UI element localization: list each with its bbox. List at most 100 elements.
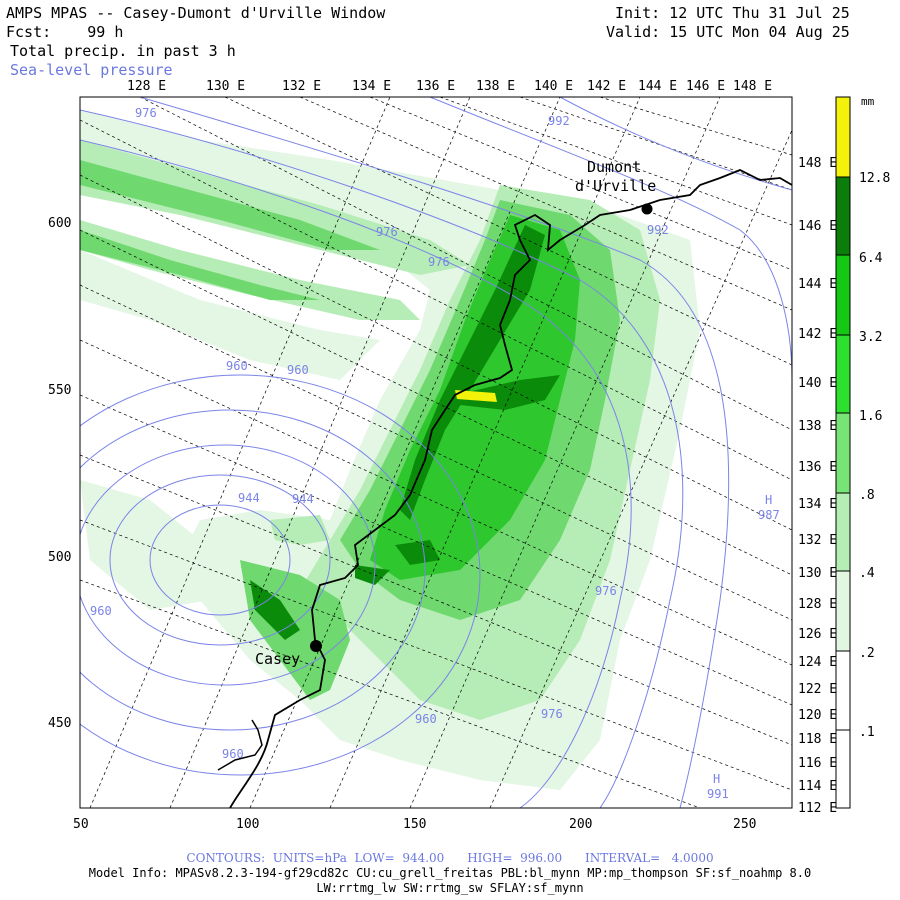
right-lon-label: 124 E [798, 655, 837, 670]
isobar-label: 976 [595, 584, 617, 598]
precip-field [80, 110, 700, 790]
right-lon-label: 138 E [798, 419, 837, 434]
x-tick-label: 50 [73, 817, 89, 832]
x-tick-label: 200 [569, 817, 592, 832]
right-lon-label: 146 E [798, 219, 837, 234]
top-lon-labels: 128 E 130 E 132 E 134 E 136 E 138 E 140 … [127, 79, 772, 94]
colorbar: mm 12.8 6.4 3.2 1.6 .8 .4 .2 .1 [835, 95, 890, 809]
contour-info: CONTOURS: UNITS=hPa LOW= 944.00 HIGH= 99… [186, 851, 714, 865]
isobar-label: 976 [135, 106, 157, 120]
isobar-label: 992 [548, 114, 570, 128]
colorbar-swatch-6-4 [836, 177, 850, 255]
isobar-label: 976 [428, 255, 450, 269]
isobar-label: 944 [292, 492, 314, 506]
right-lon-label: 122 E [798, 682, 837, 697]
isobar-label: 991 [707, 787, 729, 801]
right-lon-label: 120 E [798, 708, 837, 723]
colorbar-swatch-0-4 [836, 493, 850, 571]
colorbar-label: .8 [859, 488, 875, 503]
station-label-casey: Casey [255, 650, 300, 668]
right-lon-labels: 148 E 146 E 144 E 142 E 140 E 138 E 136 … [798, 156, 837, 816]
x-tick-label: 150 [403, 817, 426, 832]
isobar-label: H [765, 493, 772, 507]
x-tick-label: 250 [733, 817, 756, 832]
right-lon-label: 128 E [798, 597, 837, 612]
right-lon-label: 126 E [798, 627, 837, 642]
model-info: Model Info: MPASv8.2.3-194-gf29cd82c CU:… [88, 866, 812, 880]
isobar-label: H [713, 772, 720, 786]
x-axis-ticks: 50 100 150 200 250 [73, 817, 756, 832]
colorbar-label: 3.2 [859, 330, 882, 345]
y-axis-ticks: 600 550 500 450 [48, 216, 71, 731]
top-lon-label: 128 E [127, 79, 166, 94]
map-title: AMPS MPAS -- Casey-Dumont d'Urville Wind… [6, 4, 386, 22]
colorbar-label: .1 [859, 725, 875, 740]
colorbar-unit: mm [861, 95, 875, 108]
right-lon-label: 144 E [798, 277, 837, 292]
right-lon-label: 136 E [798, 460, 837, 475]
isobar-label: 960 [415, 712, 437, 726]
isobar-label: 944 [238, 491, 260, 505]
isobar-label: 976 [376, 225, 398, 239]
right-lon-label: 134 E [798, 497, 837, 512]
top-lon-label: 142 E [587, 79, 626, 94]
map-frame [79, 96, 793, 809]
station-label-dumont-line1: Dumont [587, 158, 641, 176]
y-tick-label: 600 [48, 216, 71, 231]
isobar-label: 960 [226, 359, 248, 373]
isobar-label: 960 [287, 363, 309, 377]
right-lon-label: 142 E [798, 327, 837, 342]
colorbar-swatch-12-8 [836, 97, 850, 177]
isobar-label: 992 [647, 223, 669, 237]
forecast-label: Fcst: 99 h [6, 24, 123, 41]
forecast-hours: 99 h [87, 23, 124, 41]
y-tick-label: 450 [48, 716, 71, 731]
right-lon-label: 148 E [798, 156, 837, 171]
top-lon-label: 138 E [476, 79, 515, 94]
isobar-label: 976 [541, 707, 563, 721]
right-lon-label: 130 E [798, 566, 837, 581]
valid-time: Valid: 15 UTC Mon 04 Aug 25 [606, 23, 850, 41]
isobar-label: 987 [758, 508, 780, 522]
field-name: Total precip. in past 3 h [10, 42, 236, 60]
top-lon-label: 132 E [282, 79, 321, 94]
y-tick-label: 500 [48, 550, 71, 565]
right-lon-label: 140 E [798, 376, 837, 391]
top-lon-label: 130 E [206, 79, 245, 94]
colorbar-label: 6.4 [859, 251, 883, 266]
colorbar-swatch-0-2 [836, 571, 850, 651]
right-lon-label: 118 E [798, 732, 837, 747]
colorbar-frame [835, 96, 851, 809]
x-tick-label: 100 [236, 817, 259, 832]
top-lon-label: 146 E [686, 79, 725, 94]
isobar-label: 960 [222, 747, 244, 761]
dumont-durville-station-marker [641, 203, 653, 215]
colorbar-label: .2 [859, 646, 875, 661]
colorbar-label: 12.8 [859, 171, 890, 186]
coastline [229, 169, 793, 809]
colorbar-swatch-3-2 [836, 255, 850, 335]
station-label-dumont-line2: d'Urville [575, 177, 656, 195]
colorbar-swatch-0-8 [836, 413, 850, 493]
right-lon-label: 114 E [798, 779, 837, 794]
forecast-label-text: Fcst: [6, 23, 52, 41]
isobar-label: 960 [90, 604, 112, 618]
colorbar-label: 1.6 [859, 409, 882, 424]
colorbar-label: .4 [859, 566, 875, 581]
isobar-labels: 976 992 976 976 992 960 960 944 944 960 … [90, 106, 780, 801]
right-lon-label: 132 E [798, 533, 837, 548]
coastline-inner [217, 719, 263, 771]
graticule [80, 97, 792, 808]
y-tick-label: 550 [48, 383, 71, 398]
overlay-name: Sea-level pressure [10, 61, 173, 79]
top-lon-label: 144 E [638, 79, 677, 94]
right-lon-label: 112 E [798, 801, 837, 816]
top-lon-label: 134 E [352, 79, 391, 94]
colorbar-swatch-1-6 [836, 335, 850, 413]
casey-station-marker [310, 640, 322, 652]
top-lon-label: 140 E [534, 79, 573, 94]
model-info-2: LW:rrtmg_lw SW:rrtmg_sw SFLAY:sf_mynn [316, 881, 584, 895]
top-lon-label: 136 E [416, 79, 455, 94]
top-lon-label: 148 E [733, 79, 772, 94]
